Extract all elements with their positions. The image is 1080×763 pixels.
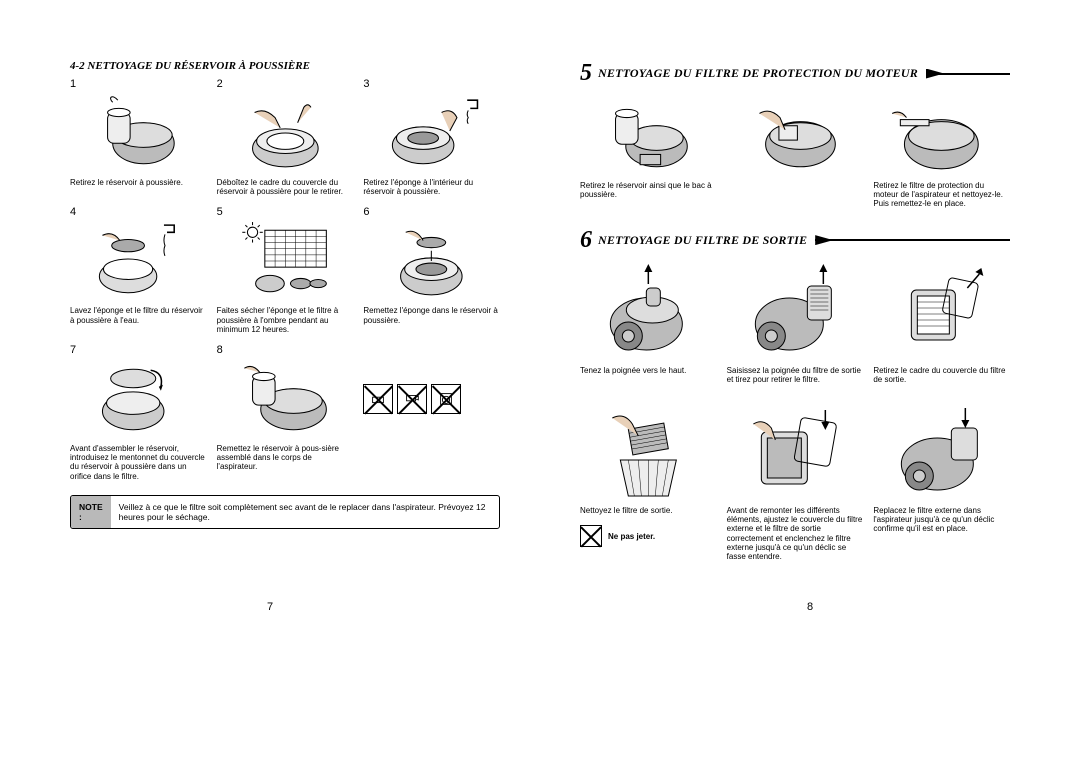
- step-7: 7 Avant d'assembler le réservoir, introd…: [70, 344, 207, 481]
- step-caption: Avant d'assembler le réservoir, introdui…: [70, 444, 207, 481]
- no-brush-icon: [363, 384, 393, 414]
- section-6-grid: Tenez la poignée vers le haut. Saisissez…: [580, 262, 1010, 562]
- page-number-right: 8: [540, 601, 1080, 613]
- illustration-remove-outlet-frame: [873, 262, 1010, 362]
- step-number: 3: [363, 78, 500, 90]
- page-number-left: 7: [0, 601, 540, 613]
- illustration-remove-sponge: [363, 92, 500, 174]
- illustration-reinsert-bin: [217, 358, 354, 440]
- illustration-remove-bin: [70, 92, 207, 174]
- section-number: 5: [580, 60, 592, 87]
- ne-pas-jeter: Ne pas jeter.: [580, 525, 717, 547]
- sec6-step-4: Nettoyez le filtre de sortie. Ne pas jet…: [580, 402, 717, 561]
- ne-pas-jeter-label: Ne pas jeter.: [608, 532, 655, 541]
- step-caption: Nettoyez le filtre de sortie.: [580, 506, 717, 515]
- step-4: 4 Lavez l'éponge et le filtre du réservo…: [70, 206, 207, 334]
- step-6: 6 Remettez l'éponge dans le réservoir à …: [363, 206, 500, 334]
- illustration-wash: [70, 220, 207, 302]
- step-caption: Avant de remonter les différents élément…: [727, 506, 864, 561]
- step-number: 1: [70, 78, 207, 90]
- section-title: NETTOYAGE DU FILTRE DE SORTIE: [598, 233, 807, 248]
- section-title: NETTOYAGE DU FILTRE DE PROTECTION DU MOT…: [598, 66, 918, 81]
- note-text: Veillez à ce que le filtre soit complète…: [111, 496, 499, 528]
- step-number: 4: [70, 206, 207, 218]
- sec5-step-1: Retirez le réservoir ainsi que le bac à …: [580, 95, 717, 209]
- manual-spread: 4-2 NETTOYAGE DU RÉSERVOIR À POUSSIÈRE 1…: [0, 0, 1080, 763]
- step-caption: Retirez l'éponge à l'intérieur du réserv…: [363, 178, 500, 196]
- section-5-header: 5 NETTOYAGE DU FILTRE DE PROTECTION DU M…: [580, 60, 1010, 87]
- step-caption: Remettez l'éponge dans le réservoir à po…: [363, 306, 500, 324]
- step-2: 2 Déboîtez le cadre du couvercle du rése…: [217, 78, 354, 196]
- no-machine-icon: [431, 384, 461, 414]
- illustration-remove-frame: [217, 92, 354, 174]
- illustration-clean-replace-motor-filter: [873, 95, 1010, 177]
- step-caption: Lavez l'éponge et le filtre du réservoir…: [70, 306, 207, 324]
- illustration-handle-up: [580, 262, 717, 362]
- sec6-step-6: Replacez le filtre externe dans l'aspira…: [873, 402, 1010, 561]
- sec6-step-5: Avant de remonter les différents élément…: [727, 402, 864, 561]
- sec6-step-2: Saisissez la poignée du filtre de sortie…: [727, 262, 864, 384]
- section-4-2-title: 4-2 NETTOYAGE DU RÉSERVOIR À POUSSIÈRE: [70, 60, 500, 72]
- illustration-dry-shade: [217, 220, 354, 302]
- sec6-step-1: Tenez la poignée vers le haut.: [580, 262, 717, 384]
- step-number: 6: [363, 206, 500, 218]
- illustration-pull-outlet-filter: [727, 262, 864, 362]
- section-number: 6: [580, 227, 592, 254]
- page-right: 5 NETTOYAGE DU FILTRE DE PROTECTION DU M…: [540, 0, 1080, 763]
- step-number: 8: [217, 344, 354, 356]
- step-caption: Tenez la poignée vers le haut.: [580, 366, 717, 375]
- illustration-reassemble-outlet: [727, 402, 864, 502]
- step-caption: Déboîtez le cadre du couvercle du réserv…: [217, 178, 354, 196]
- illustration-pull-motor-filter: [727, 95, 864, 177]
- section-6-header: 6 NETTOYAGE DU FILTRE DE SORTIE: [580, 227, 1010, 254]
- step-5: 5 Faites sécher l'éponge et le filtre à …: [217, 206, 354, 334]
- title-rule: [815, 237, 1010, 243]
- step-caption: Replacez le filtre externe dans l'aspira…: [873, 506, 1010, 534]
- steps-grid-left: 1 Retirez le réservoir à poussière. 2 Dé…: [70, 78, 500, 481]
- sec5-step-2: [727, 95, 864, 209]
- step-caption: Saisissez la poignée du filtre de sortie…: [727, 366, 864, 384]
- step-caption: Remettez le réservoir à pous-sière assem…: [217, 444, 354, 472]
- step-caption: Retirez le cadre du couvercle du filtre …: [873, 366, 1010, 384]
- step-number: 2: [217, 78, 354, 90]
- sec5-step-3: Retirez le filtre de protection du moteu…: [873, 95, 1010, 209]
- illustration-clean-outlet-filter: [580, 402, 717, 502]
- step-caption: Faites sécher l'éponge et le filtre à po…: [217, 306, 354, 334]
- step-number: 7: [70, 344, 207, 356]
- section-5-grid: Retirez le réservoir ainsi que le bac à …: [580, 95, 1010, 209]
- note-label: NOTE :: [71, 496, 111, 528]
- step-8: 8 Remettez le réservoir à pous-sière ass…: [217, 344, 354, 481]
- sec6-step-3: Retirez le cadre du couvercle du filtre …: [873, 262, 1010, 384]
- illustration-click-in-place: [873, 402, 1010, 502]
- no-dryer-icon: [397, 384, 427, 414]
- illustration-remove-bin-tray: [580, 95, 717, 177]
- title-rule: [926, 71, 1010, 77]
- illustration-reinsert-sponge: [363, 220, 500, 302]
- step-1: 1 Retirez le réservoir à poussière.: [70, 78, 207, 196]
- step-caption: Retirez le réservoir à poussière.: [70, 178, 207, 187]
- step-caption: Retirez le filtre de protection du moteu…: [873, 181, 1010, 209]
- step-number: 5: [217, 206, 354, 218]
- page-left: 4-2 NETTOYAGE DU RÉSERVOIR À POUSSIÈRE 1…: [0, 0, 540, 763]
- prohibition-icons: [363, 344, 500, 481]
- note-box: NOTE : Veillez à ce que le filtre soit c…: [70, 495, 500, 529]
- no-trash-icon: [580, 525, 602, 547]
- step-caption: Retirez le réservoir ainsi que le bac à …: [580, 181, 717, 199]
- illustration-assemble-lid: [70, 358, 207, 440]
- step-3: 3 Retirez l'éponge à l'intérieur du rése…: [363, 78, 500, 196]
